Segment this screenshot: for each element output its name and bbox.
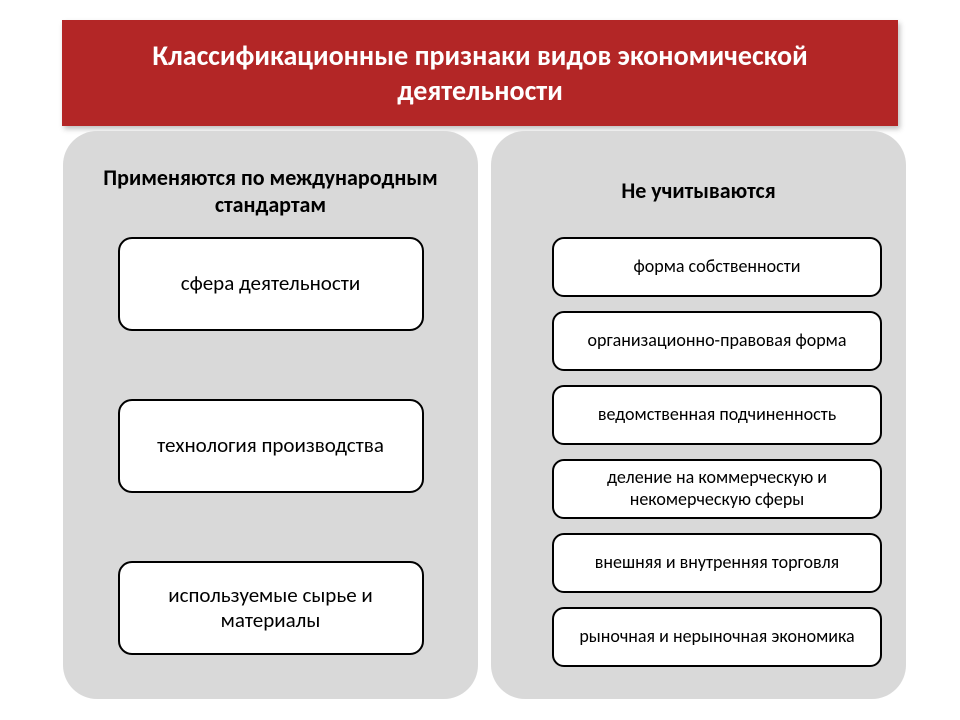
- item-label: организационно-правовая форма: [588, 330, 847, 352]
- item-label: внешняя и внутренняя торговля: [595, 552, 839, 574]
- left-items: сфера деятельности технология производст…: [87, 237, 454, 655]
- list-item: ведомственная подчиненность: [552, 385, 882, 445]
- list-item: сфера деятельности: [118, 237, 424, 331]
- list-item: используемые сырье и материалы: [118, 561, 424, 655]
- item-label: форма собственности: [634, 256, 801, 278]
- left-panel: Применяются по международным стандартам …: [63, 131, 478, 699]
- list-item: организационно-правовая форма: [552, 311, 882, 371]
- list-item: форма собственности: [552, 237, 882, 297]
- list-item: рыночная и нерыночная экономика: [552, 607, 882, 667]
- left-panel-title-text: Применяются по международным стандартам: [87, 164, 454, 219]
- right-panel-title-text: Не учитываются: [621, 177, 775, 205]
- item-label: деление на коммерческую и некомерческую …: [568, 467, 866, 510]
- list-item: деление на коммерческую и некомерческую …: [552, 459, 882, 519]
- item-label: используемые сырье и материалы: [136, 583, 406, 633]
- right-panel-title: Не учитываются: [515, 151, 882, 231]
- right-items: форма собственности организационно-право…: [515, 237, 882, 667]
- item-label: технология производства: [157, 433, 384, 458]
- slide-title: Классификационные признаки видов экономи…: [62, 20, 898, 126]
- left-panel-title: Применяются по международным стандартам: [87, 151, 454, 231]
- item-label: сфера деятельности: [181, 271, 361, 296]
- list-item: внешняя и внутренняя торговля: [552, 533, 882, 593]
- item-label: рыночная и нерыночная экономика: [579, 626, 854, 648]
- item-label: ведомственная подчиненность: [598, 404, 836, 426]
- list-item: технология производства: [118, 399, 424, 493]
- right-panel: Не учитываются форма собственности орган…: [491, 131, 906, 699]
- slide-title-text: Классификационные признаки видов экономи…: [92, 38, 868, 108]
